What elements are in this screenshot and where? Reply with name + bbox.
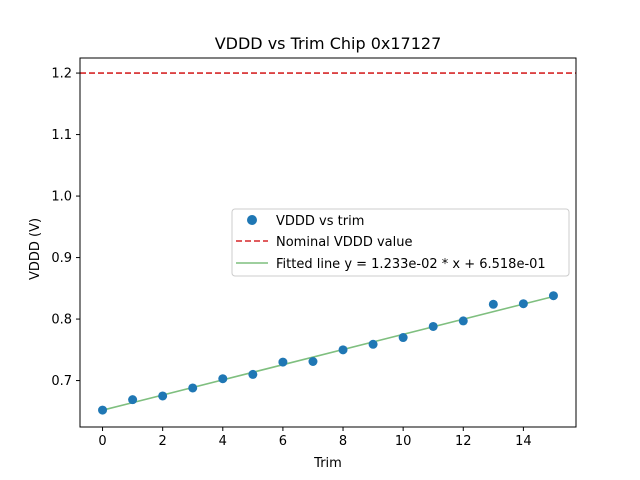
plot-area (80, 72, 576, 415)
data-point (368, 339, 378, 349)
data-point (428, 321, 438, 331)
y-tick-label: 1.0 (51, 190, 72, 205)
x-tick-label: 2 (159, 434, 167, 449)
y-axis-label: VDDD (V) (28, 218, 43, 280)
x-axis-label: Trim (313, 456, 342, 471)
fitted-line (102, 295, 554, 411)
data-point (98, 405, 108, 415)
data-point (308, 357, 318, 367)
x-tick-label: 6 (279, 434, 287, 449)
data-point (398, 333, 408, 343)
chart-title: VDDD vs Trim Chip 0x17127 (215, 34, 442, 53)
data-point (278, 357, 288, 367)
data-point (338, 345, 348, 355)
y-tick-label: 0.9 (51, 251, 72, 266)
data-point (158, 391, 168, 401)
y-tick-label: 0.7 (51, 374, 72, 389)
y-tick-label: 1.2 (51, 67, 72, 82)
x-tick-label: 4 (219, 434, 227, 449)
legend-marker-scatter (247, 215, 257, 225)
legend-label-scatter: VDDD vs trim (276, 214, 364, 229)
plot-frame (79, 57, 577, 428)
data-point (458, 316, 468, 326)
x-tick-label: 12 (455, 434, 472, 449)
legend: VDDD vs trim Nominal VDDD value Fitted l… (231, 208, 570, 277)
data-point (548, 291, 558, 301)
y-tick-label: 0.8 (51, 313, 72, 328)
data-point (248, 369, 258, 379)
x-axis: 0 2 4 6 8 10 12 14 (98, 427, 532, 449)
y-tick-label: 1.1 (51, 128, 72, 143)
legend-box (231, 208, 570, 277)
x-tick-label: 8 (339, 434, 347, 449)
x-tick-label: 10 (395, 434, 412, 449)
x-tick-label: 14 (515, 434, 532, 449)
data-point (488, 299, 498, 309)
legend-label-fit: Fitted line y = 1.233e-02 * x + 6.518e-0… (276, 257, 546, 272)
data-point (518, 299, 528, 309)
data-point (188, 383, 198, 393)
data-point (128, 395, 138, 405)
x-tick-label: 0 (98, 434, 106, 449)
y-axis: 0.7 0.8 0.9 1.0 1.1 1.2 (51, 67, 80, 389)
legend-label-nominal: Nominal VDDD value (276, 235, 412, 250)
data-point (218, 374, 228, 384)
